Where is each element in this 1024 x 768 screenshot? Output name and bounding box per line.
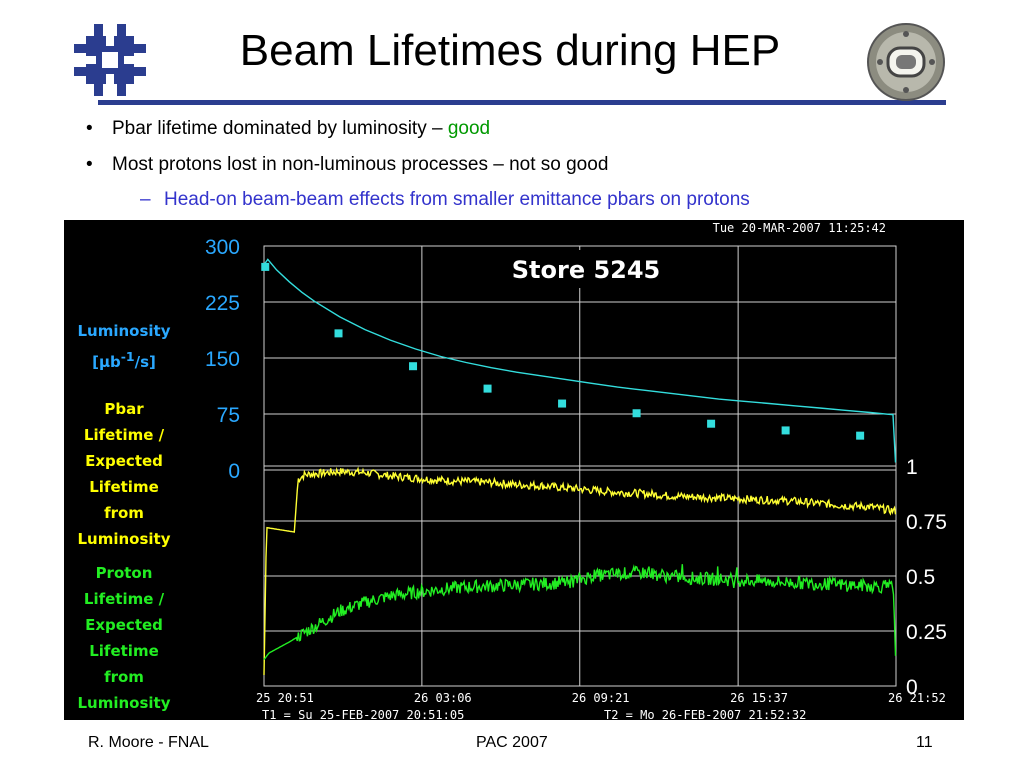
right-tick-label: 0.25 xyxy=(906,621,947,644)
series-marker xyxy=(707,419,716,428)
series-line xyxy=(263,258,897,463)
t1-label: T1 = Su 25-FEB-2007 20:51:05 xyxy=(262,708,464,720)
bullet-text: Most protons lost in non-luminous proces… xyxy=(112,154,609,175)
luminosity-axis-label: Luminosity [μb-1/s] xyxy=(77,322,171,371)
x-tick-label: 26 21:52 xyxy=(888,691,946,705)
store-label-box xyxy=(496,250,676,288)
footer-author: R. Moore - FNAL xyxy=(88,734,209,751)
footer-page-number: 11 xyxy=(916,734,933,751)
x-tick-label: 26 15:37 xyxy=(730,691,788,705)
series-marker xyxy=(483,384,492,393)
bullet-highlight: good xyxy=(447,118,491,139)
lifetime-chart: 300 225 150 75 0 1 0.75 0.5 0.25 0 25 20:51 26 03:0… xyxy=(64,220,964,720)
series-marker xyxy=(632,409,641,418)
x-tick-label: 26 09:21 xyxy=(572,691,630,705)
right-tick-label: 0.5 xyxy=(906,566,935,589)
footer-conference: PAC 2007 xyxy=(476,734,548,751)
series-line xyxy=(263,466,897,676)
series-line xyxy=(263,564,897,661)
title-rule xyxy=(98,100,946,105)
sub-bullet-item: – Head-on beam-beam effects from smaller … xyxy=(140,189,750,210)
accelerator-magnet-icon xyxy=(867,23,945,101)
left-tick-label: 75 xyxy=(217,404,240,427)
lifetime-chart-svg: 300 225 150 75 0 1 0.75 0.5 0.25 0 25 20:51 26 03:0… xyxy=(205,221,947,720)
right-tick-label: 1 xyxy=(906,456,918,479)
x-tick-label: 25 20:51 xyxy=(256,691,314,705)
left-tick-label: 0 xyxy=(228,460,240,483)
series-marker xyxy=(261,262,270,271)
x-tick-label: 26 03:06 xyxy=(414,691,472,705)
series-marker xyxy=(334,329,343,338)
series-marker xyxy=(856,431,865,440)
sub-bullet-text: Head-on beam-beam effects from smaller e… xyxy=(164,189,750,210)
store-label: Store 5245 xyxy=(512,256,661,284)
series-marker xyxy=(409,362,418,371)
fermilab-logo-icon xyxy=(74,24,146,96)
proton-lifetime-label: Proton Lifetime / Expected Lifetime from Lumi… xyxy=(77,564,171,712)
t2-label: T2 = Mo 26-FEB-2007 21:52:32 xyxy=(604,708,806,720)
left-tick-label: 225 xyxy=(205,292,240,315)
pbar-lifetime-label: Pbar Lifetime / Expected Lifetime from Lumino… xyxy=(77,400,171,548)
right-tick-label: 0.75 xyxy=(906,511,947,534)
series-marker xyxy=(781,426,790,435)
left-tick-label: 150 xyxy=(205,348,240,371)
timestamp-label: Tue 20-MAR-2007 11:25:42 xyxy=(713,221,886,235)
slide-title: Beam Lifetimes during HEP xyxy=(239,26,781,75)
bullet-item: • Most protons lost in non-luminous proce… xyxy=(86,154,609,175)
bullet-text: Pbar lifetime dominated by luminosity – xyxy=(112,118,448,139)
bullet-item: • Pbar lifetime dominated by luminosity –… xyxy=(86,118,491,139)
right-tick-label: 0 xyxy=(906,676,918,699)
left-tick-label: 300 xyxy=(205,236,240,259)
series-marker xyxy=(558,399,567,408)
